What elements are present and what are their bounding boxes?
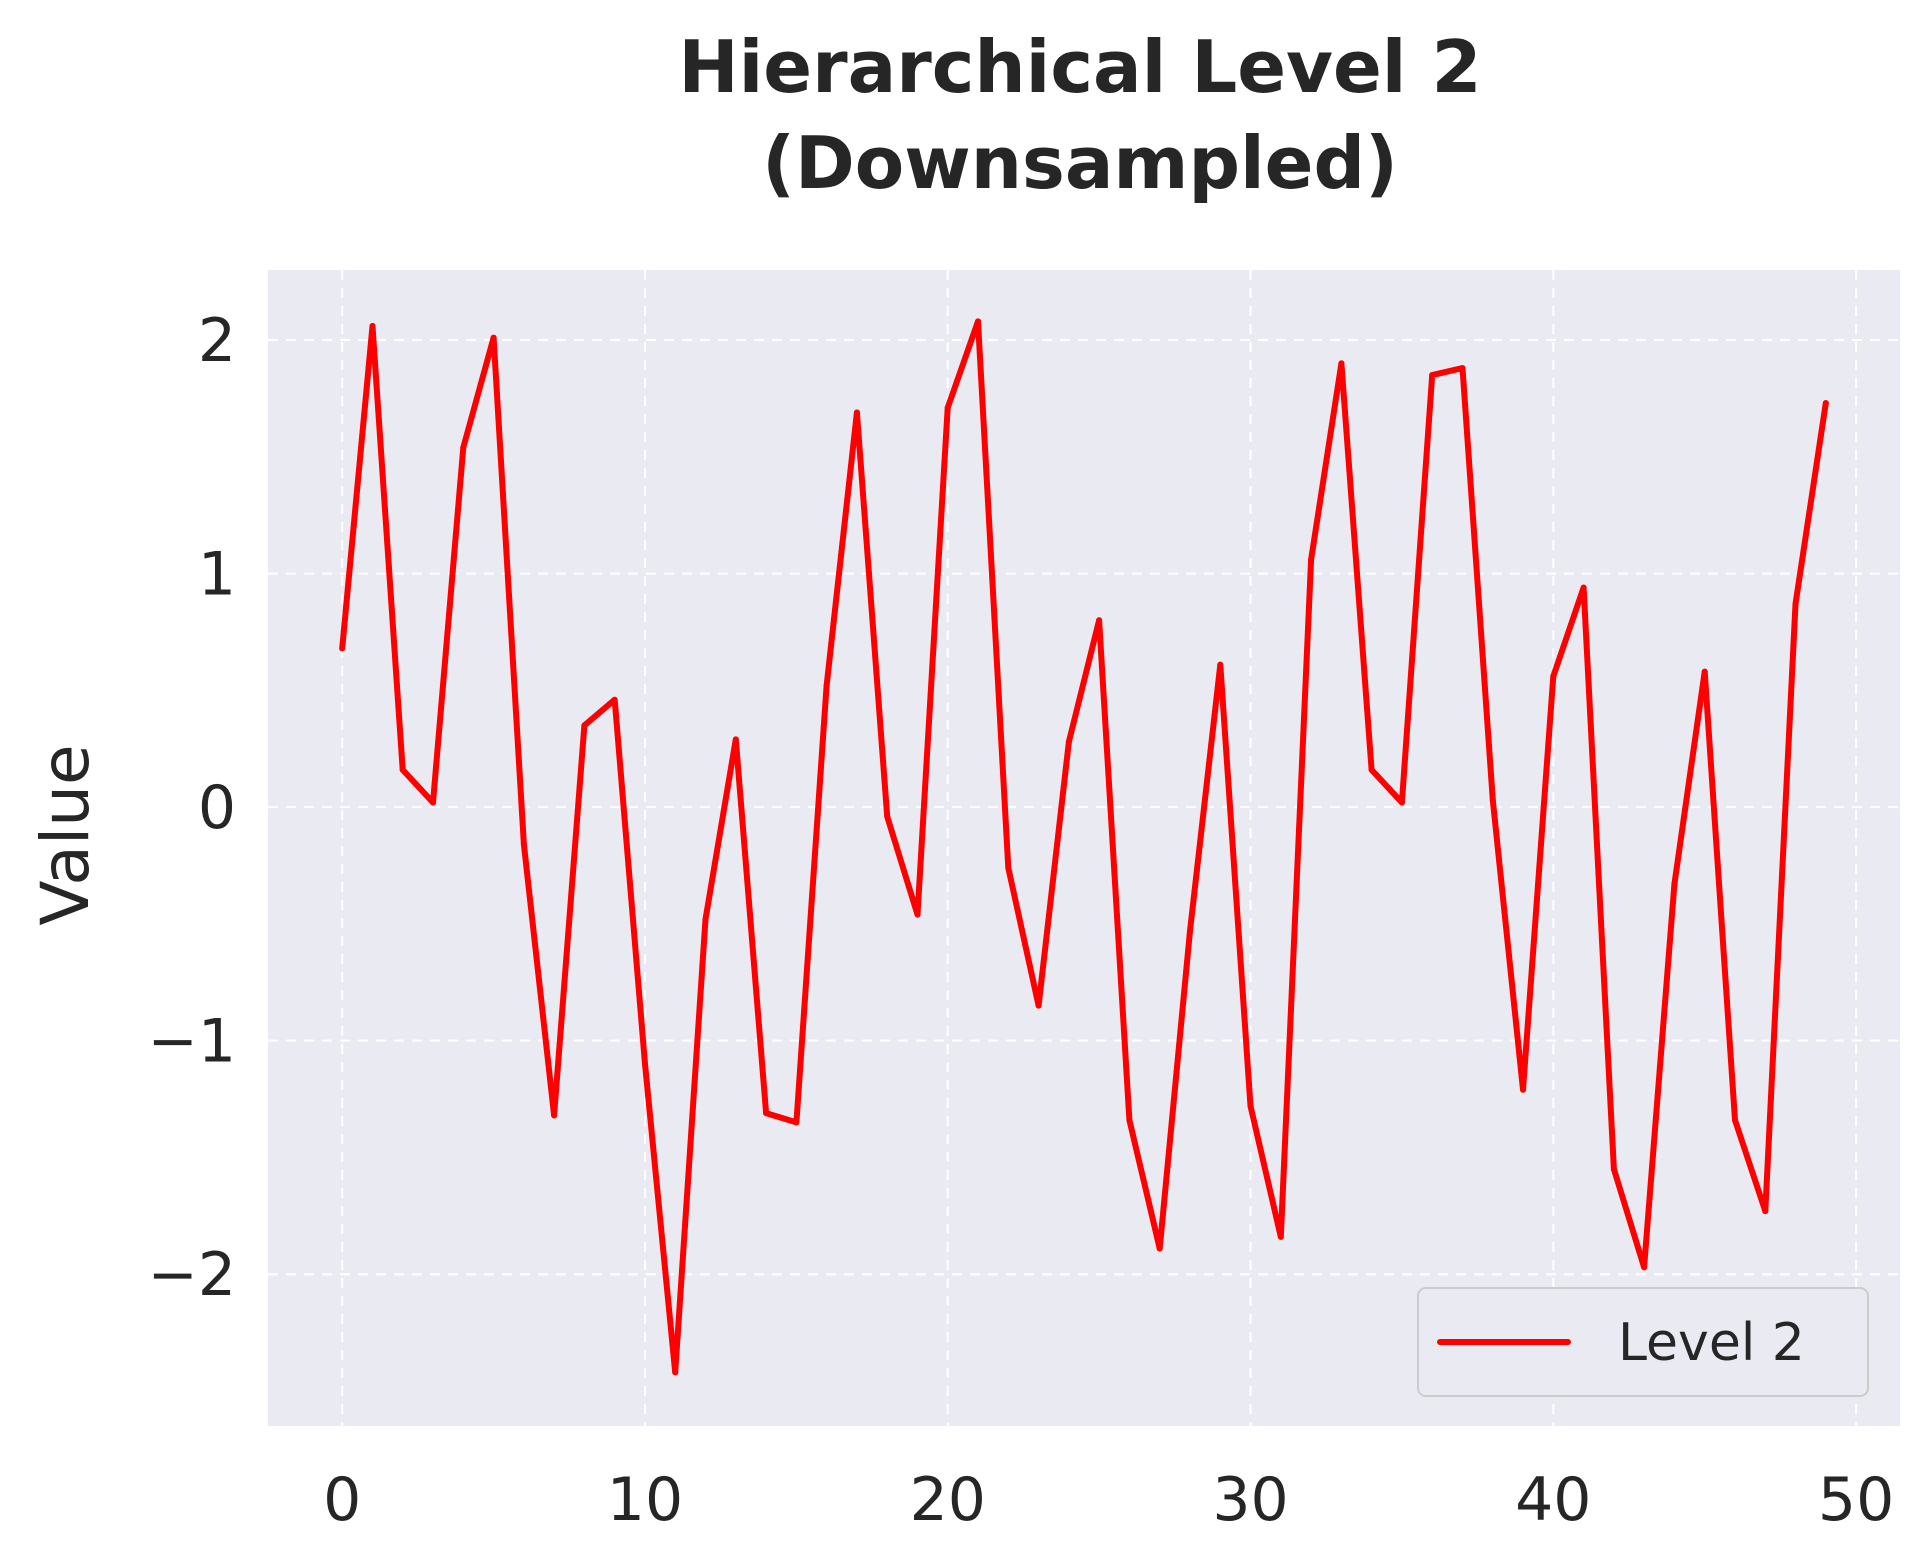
data-point	[641, 1061, 648, 1068]
legend-box	[1417, 1287, 1869, 1397]
x-tick-label: 0	[323, 1465, 361, 1535]
data-point	[369, 323, 376, 330]
data-point	[551, 1112, 558, 1119]
x-axis-ticks: 0 10 20 30 40 50	[323, 1465, 1894, 1535]
data-point	[1671, 881, 1678, 888]
chart-title-line-2: (Downsampled)	[762, 121, 1398, 205]
y-tick-label: −2	[148, 1240, 236, 1310]
x-tick-label: 40	[1515, 1465, 1591, 1535]
data-point	[914, 911, 921, 918]
chart-title-line-1: Hierarchical Level 2	[678, 25, 1481, 109]
data-point	[702, 916, 709, 923]
data-point	[1429, 372, 1436, 379]
y-tick-label: −1	[148, 1007, 236, 1077]
data-point	[1610, 1166, 1617, 1173]
data-point	[853, 409, 860, 416]
data-point	[1550, 673, 1557, 680]
data-point	[1641, 1264, 1648, 1271]
data-point	[520, 841, 527, 848]
legend: Level 2	[1417, 1287, 1869, 1397]
data-point	[1126, 1117, 1133, 1124]
data-point	[944, 404, 951, 411]
data-point	[1459, 365, 1466, 372]
data-point	[490, 334, 497, 341]
data-point	[1762, 1208, 1769, 1215]
data-point	[1338, 360, 1345, 367]
data-point	[1822, 400, 1829, 407]
data-point	[611, 696, 618, 703]
data-point	[1005, 864, 1012, 871]
legend-label: Level 2	[1618, 1313, 1805, 1373]
data-point	[1186, 927, 1193, 934]
x-tick-label: 30	[1212, 1465, 1288, 1535]
data-point	[1247, 1103, 1254, 1110]
data-point	[884, 813, 891, 820]
data-point	[1277, 1233, 1284, 1240]
data-point	[672, 1369, 679, 1376]
data-point	[399, 766, 406, 773]
series-line	[339, 318, 1829, 1376]
x-tick-label: 10	[607, 1465, 683, 1535]
y-tick-label: 1	[198, 540, 236, 610]
data-point	[975, 318, 982, 325]
data-point	[1398, 799, 1405, 806]
series-group	[339, 318, 1829, 1376]
data-point	[1520, 1086, 1527, 1093]
data-point	[1035, 1002, 1042, 1009]
data-point	[460, 444, 467, 451]
data-point	[1489, 797, 1496, 804]
data-point	[1368, 766, 1375, 773]
grid-lines	[268, 270, 1900, 1426]
data-point	[1580, 584, 1587, 591]
data-point	[1792, 600, 1799, 607]
data-point	[732, 736, 739, 743]
data-point	[823, 682, 830, 689]
data-point	[339, 645, 346, 652]
data-point	[1217, 661, 1224, 668]
data-point	[1065, 738, 1072, 745]
data-point	[763, 1110, 770, 1117]
y-axis-label: Value	[27, 744, 104, 925]
data-point	[1096, 617, 1103, 624]
plot-area	[268, 270, 1900, 1426]
data-point	[1731, 1117, 1738, 1124]
x-tick-label: 20	[910, 1465, 986, 1535]
data-point	[1308, 556, 1315, 563]
data-point	[1156, 1245, 1163, 1252]
y-tick-label: 0	[198, 773, 236, 843]
y-axis-ticks: −2 −1 0 1 2	[148, 306, 236, 1310]
data-point	[1701, 668, 1708, 675]
y-tick-label: 2	[198, 306, 236, 376]
x-tick-label: 50	[1818, 1465, 1894, 1535]
data-point	[793, 1119, 800, 1126]
data-point	[430, 799, 437, 806]
data-point	[581, 722, 588, 729]
